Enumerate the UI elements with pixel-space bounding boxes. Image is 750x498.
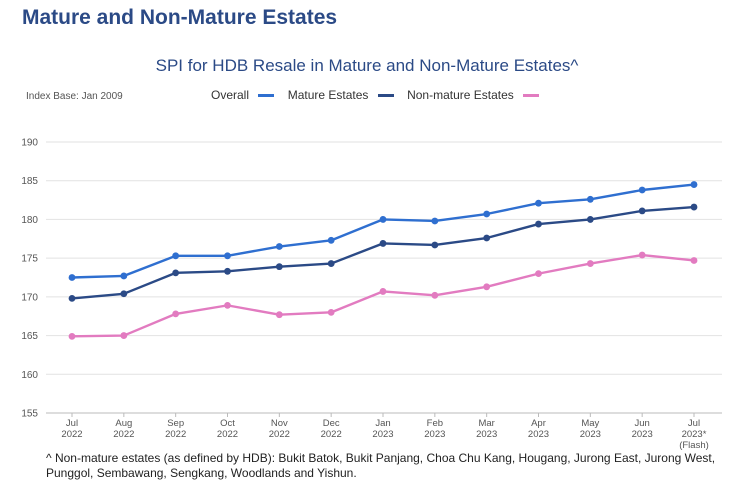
data-point-non-mature-estates bbox=[586, 260, 594, 267]
data-point-overall bbox=[431, 217, 439, 225]
data-point-overall bbox=[483, 210, 491, 218]
y-tick-label: 165 bbox=[21, 331, 38, 342]
data-point-non-mature-estates bbox=[638, 251, 646, 259]
x-tick-label: Nov 2022 bbox=[269, 418, 290, 440]
chart-legend: Overall Mature Estates Non-mature Estate… bbox=[211, 88, 549, 102]
data-point-non-mature-estates bbox=[275, 311, 283, 319]
data-point-non-mature-estates bbox=[483, 283, 491, 291]
footnote: ^ Non-mature estates (as defined by HDB)… bbox=[46, 451, 716, 480]
data-point-mature-estates bbox=[120, 290, 128, 298]
chart-title: SPI for HDB Resale in Mature and Non-Mat… bbox=[155, 56, 579, 75]
x-tick-label: Jul 2022 bbox=[61, 418, 82, 440]
data-point-overall bbox=[690, 181, 698, 188]
data-point-non-mature-estates bbox=[224, 301, 231, 309]
data-point-non-mature-estates bbox=[68, 332, 76, 340]
x-tick-label: Mar 2023 bbox=[476, 418, 497, 440]
data-point-overall bbox=[327, 236, 335, 244]
data-point-mature-estates bbox=[172, 269, 180, 277]
x-tick-label: Dec 2022 bbox=[321, 418, 342, 440]
data-point-overall bbox=[638, 186, 646, 194]
data-point-non-mature-estates bbox=[431, 291, 439, 299]
data-point-non-mature-estates bbox=[535, 270, 542, 278]
data-point-mature-estates bbox=[535, 220, 542, 228]
index-base-note: Index Base: Jan 2009 bbox=[26, 91, 123, 102]
y-tick-label: 155 bbox=[21, 409, 38, 420]
x-tick-label: Apr 2023 bbox=[528, 418, 549, 440]
x-tick-label: Jul 2023* (Flash) bbox=[679, 418, 709, 451]
data-point-non-mature-estates bbox=[379, 288, 387, 295]
data-point-non-mature-estates bbox=[690, 257, 698, 264]
data-point-mature-estates bbox=[224, 267, 231, 275]
x-tick-label: Jun 2023 bbox=[632, 418, 653, 440]
y-tick-label: 190 bbox=[21, 138, 38, 149]
x-tick-label: Feb 2023 bbox=[424, 418, 445, 440]
data-point-overall bbox=[224, 252, 231, 260]
data-point-mature-estates bbox=[586, 216, 594, 223]
data-point-mature-estates bbox=[483, 234, 491, 242]
y-tick-label: 160 bbox=[21, 370, 38, 381]
legend-label-overall: Overall bbox=[211, 88, 250, 102]
data-point-mature-estates bbox=[68, 295, 76, 302]
legend-swatch-mature bbox=[377, 94, 394, 98]
legend-item-mature: Mature Estates bbox=[288, 88, 394, 102]
data-point-non-mature-estates bbox=[327, 308, 335, 316]
legend-swatch-non-mature bbox=[523, 94, 540, 98]
series-line-non-mature-estates bbox=[71, 253, 695, 338]
legend-item-overall: Overall bbox=[211, 88, 275, 102]
data-point-mature-estates bbox=[431, 241, 439, 249]
data-point-non-mature-estates bbox=[120, 332, 128, 339]
y-tick-label: 170 bbox=[21, 292, 38, 303]
x-tick-label: Jan 2023 bbox=[372, 418, 393, 440]
data-point-overall bbox=[379, 216, 387, 223]
legend-swatch-overall bbox=[258, 94, 275, 98]
x-tick-label: Sep 2022 bbox=[165, 418, 186, 440]
y-tick-label: 175 bbox=[21, 254, 38, 265]
data-point-overall bbox=[68, 274, 76, 281]
legend-label-mature: Mature Estates bbox=[287, 88, 369, 102]
x-tick-label: May 2023 bbox=[580, 418, 601, 440]
data-point-mature-estates bbox=[379, 240, 387, 247]
data-point-overall bbox=[586, 195, 594, 203]
data-point-mature-estates bbox=[275, 263, 283, 271]
y-tick-label: 185 bbox=[21, 176, 38, 187]
page-heading: Mature and Non-Mature Estates bbox=[22, 6, 338, 29]
data-point-non-mature-estates bbox=[172, 310, 180, 318]
data-point-mature-estates bbox=[690, 203, 698, 211]
x-tick-label: Aug 2022 bbox=[113, 418, 134, 440]
y-tick-label: 180 bbox=[21, 215, 38, 226]
x-tick-label: Oct 2022 bbox=[217, 418, 238, 440]
data-point-mature-estates bbox=[638, 207, 646, 215]
data-point-overall bbox=[120, 272, 128, 280]
data-point-mature-estates bbox=[327, 260, 335, 267]
data-point-overall bbox=[535, 199, 542, 207]
legend-item-non-mature: Non-mature Estates bbox=[407, 88, 540, 102]
data-point-overall bbox=[275, 243, 283, 250]
legend-label-non-mature: Non-mature Estates bbox=[407, 88, 514, 102]
data-point-overall bbox=[172, 252, 180, 260]
series-line-overall bbox=[71, 183, 695, 279]
